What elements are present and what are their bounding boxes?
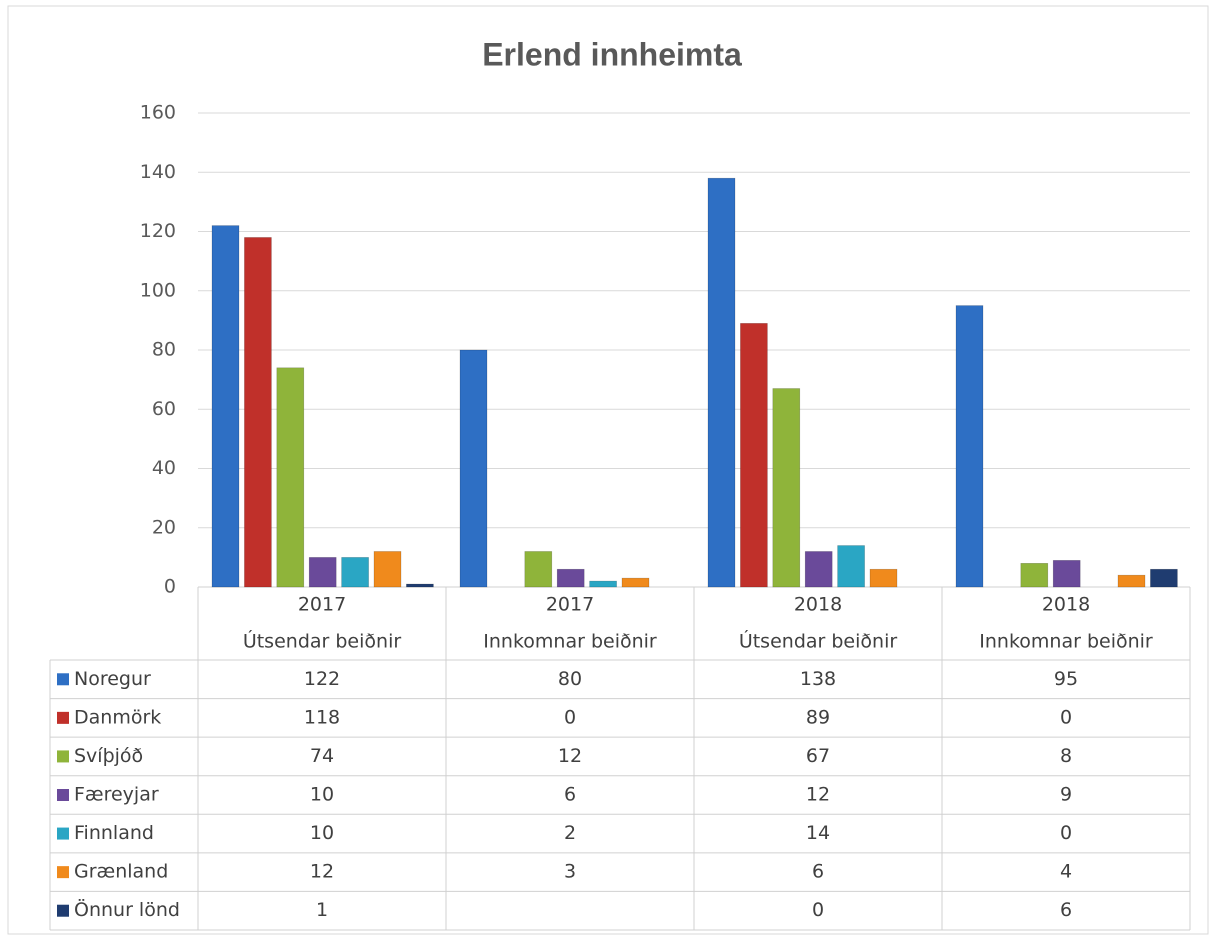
- legend-key: [57, 711, 69, 724]
- y-tick-label: 160: [140, 102, 176, 124]
- table-value: 95: [1054, 668, 1078, 690]
- table-value: 12: [310, 861, 334, 883]
- x-tick-label: 2017: [298, 594, 346, 616]
- bar: [524, 551, 553, 588]
- table-value: 6: [564, 784, 576, 806]
- y-tick-label: 100: [140, 279, 176, 301]
- y-tick-label: 0: [164, 576, 176, 598]
- table-value: 67: [806, 745, 830, 767]
- bar: [740, 323, 768, 588]
- table-value: 10: [310, 784, 334, 806]
- y-tick-label: 60: [152, 398, 176, 420]
- bar: [406, 583, 434, 588]
- x-tick-label: 2018: [1042, 594, 1090, 616]
- bar: [244, 237, 272, 588]
- table-value: 12: [558, 745, 582, 767]
- legend-key: [57, 673, 69, 686]
- legend-key: [57, 827, 69, 840]
- table-value: 6: [812, 861, 824, 883]
- table-value: 10: [310, 822, 334, 844]
- y-tick-label: 40: [152, 457, 176, 479]
- legend-key: [57, 866, 69, 879]
- bar: [621, 577, 650, 588]
- legend-key: [57, 789, 69, 801]
- legend-key: [57, 904, 69, 917]
- bar: [804, 551, 833, 588]
- table-value: 118: [304, 706, 340, 728]
- bar: [1117, 574, 1146, 588]
- bar: [837, 545, 865, 588]
- x-tick-label: Útsendar beiðnir: [739, 629, 898, 653]
- table-value: 14: [806, 822, 830, 844]
- legend-label: Finnland: [74, 822, 154, 844]
- x-tick-label: Innkomnar beiðnir: [483, 631, 657, 653]
- table-value: 80: [558, 668, 582, 690]
- table-value: 0: [1060, 706, 1072, 728]
- table-value: 4: [1060, 861, 1072, 883]
- legend-label: Grænland: [74, 861, 168, 883]
- table-value: 74: [310, 745, 334, 767]
- x-tick-label: 2017: [546, 594, 594, 616]
- y-tick-label: 80: [152, 339, 176, 361]
- legend-label: Svíþjóð: [74, 745, 143, 767]
- table-value: 1: [316, 899, 328, 921]
- bar: [459, 349, 488, 588]
- legend-label: Danmörk: [74, 706, 161, 728]
- table-value: 0: [812, 899, 824, 921]
- bar: [772, 388, 801, 588]
- table-value: 122: [304, 668, 340, 690]
- table-value: 12: [806, 784, 830, 806]
- table-value: 89: [806, 706, 830, 728]
- table-value: 0: [1060, 822, 1072, 844]
- bar: [1150, 568, 1178, 588]
- table-value: 9: [1060, 784, 1072, 806]
- bar: [276, 367, 305, 588]
- legend-label: Færeyjar: [74, 784, 159, 806]
- bar: [373, 551, 402, 588]
- bar: [869, 568, 898, 588]
- legend-label: Önnur lönd: [74, 898, 180, 921]
- bar: [341, 557, 369, 588]
- table-value: 0: [564, 706, 576, 728]
- y-tick-label: 120: [140, 220, 176, 242]
- y-tick-label: 140: [140, 161, 176, 183]
- bar: [1020, 562, 1049, 588]
- table-value: 6: [1060, 899, 1072, 921]
- bar: [589, 580, 617, 588]
- bar: [1052, 560, 1081, 588]
- y-tick-label: 20: [152, 516, 176, 538]
- bar: [955, 305, 984, 588]
- bar: [211, 225, 240, 588]
- bar: [556, 568, 585, 588]
- bar: [308, 557, 337, 588]
- chart-title: Erlend innheimta: [482, 36, 742, 72]
- table-value: 8: [1060, 745, 1072, 767]
- table-value: 3: [564, 861, 576, 883]
- table-value: 138: [800, 668, 836, 690]
- chart-frame: [7, 5, 1209, 935]
- table-value: 2: [564, 822, 576, 844]
- x-tick-label: Innkomnar beiðnir: [979, 631, 1153, 653]
- legend-key: [57, 750, 69, 763]
- bar: [707, 177, 736, 588]
- x-tick-label: Útsendar beiðnir: [243, 629, 402, 653]
- x-tick-label: 2018: [794, 594, 842, 616]
- legend-label: Noregur: [74, 668, 151, 690]
